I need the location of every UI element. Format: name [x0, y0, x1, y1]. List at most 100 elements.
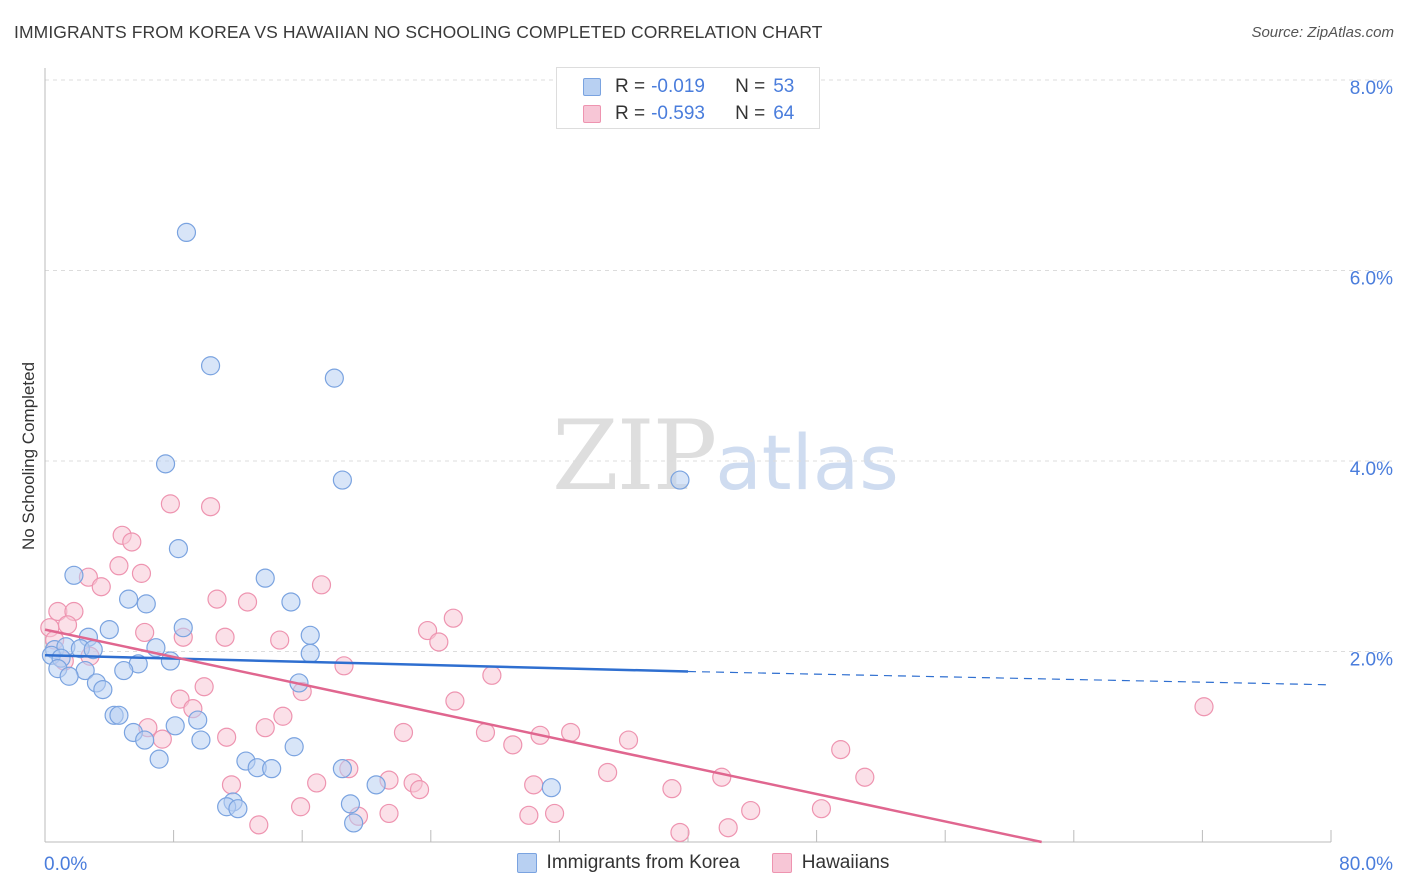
data-point-korea: [541, 778, 561, 798]
data-point-hawaiians: [544, 803, 565, 824]
y-tick-label: 2.0%: [1350, 650, 1393, 671]
data-point-korea: [340, 794, 361, 814]
data-point-korea: [300, 643, 320, 664]
data-point-hawaiians: [475, 722, 496, 743]
legend-r-value: -0.019: [651, 76, 705, 97]
axes: [44, 68, 1332, 843]
y-axis-title: No Schooling Completed: [19, 362, 38, 550]
data-point-hawaiians: [307, 773, 327, 793]
data-point-hawaiians: [831, 740, 851, 760]
data-point-hawaiians: [409, 780, 430, 800]
legend-r-value: -0.593: [651, 103, 705, 124]
data-point-korea: [255, 568, 275, 588]
data-point-korea: [281, 592, 301, 612]
data-point-hawaiians: [273, 706, 293, 726]
data-point-hawaiians: [662, 779, 682, 799]
data-point-korea: [118, 589, 139, 609]
data-point-hawaiians: [249, 815, 269, 835]
y-tick-label: 6.0%: [1350, 269, 1393, 290]
data-point-korea: [200, 356, 221, 376]
data-point-korea: [344, 813, 364, 833]
y-tick-label: 8.0%: [1350, 78, 1393, 99]
data-point-korea: [165, 716, 185, 736]
data-point-hawaiians: [334, 656, 354, 676]
data-point-hawaiians: [855, 767, 875, 787]
legend-n-value: 64: [773, 103, 795, 124]
data-point-hawaiians: [270, 630, 290, 650]
series-korea: [41, 222, 690, 833]
data-point-hawaiians: [91, 577, 111, 597]
series-legend: Immigrants from Korea Hawaiians: [0, 852, 1406, 874]
data-point-hawaiians: [57, 615, 78, 635]
data-point-korea: [670, 470, 690, 490]
data-point-korea: [135, 730, 155, 750]
legend-swatch-korea: [516, 853, 537, 873]
data-point-korea: [191, 730, 211, 750]
legend-n-label: N =: [735, 103, 766, 124]
x-tick-label: 80.0%: [1339, 854, 1393, 875]
data-point-hawaiians: [109, 556, 129, 576]
data-point-korea: [262, 759, 282, 779]
x-tick-label: 0.0%: [44, 854, 87, 875]
data-point-korea: [332, 759, 352, 779]
trend-line-korea: [44, 654, 689, 673]
data-point-hawaiians: [290, 797, 311, 817]
data-point-korea: [109, 705, 129, 725]
trend-line-hawaiians: [44, 628, 1042, 844]
data-point-hawaiians: [122, 532, 142, 552]
watermark-zip: ZIP: [552, 400, 717, 512]
data-point-hawaiians: [417, 620, 438, 641]
data-point-hawaiians: [741, 800, 761, 821]
data-point-hawaiians: [393, 722, 414, 743]
legend-swatch-hawaiians: [583, 105, 601, 123]
data-point-korea: [155, 454, 176, 474]
legend-item-hawaiians[interactable]: Hawaiians: [771, 852, 890, 874]
data-point-hawaiians: [170, 689, 190, 709]
data-point-korea: [149, 749, 169, 769]
data-point-korea: [168, 539, 189, 559]
data-point-hawaiians: [237, 592, 258, 612]
data-point-hawaiians: [445, 691, 465, 711]
legend-n-label: N =: [735, 76, 766, 97]
y-tick-label: 4.0%: [1350, 459, 1393, 480]
data-point-hawaiians: [217, 727, 237, 747]
correlation-legend: R = -0.019 N = 53 R = -0.593 N = 64: [556, 67, 820, 129]
legend-r-label: R =: [615, 103, 646, 124]
grid-lines: [45, 79, 1392, 652]
data-point-korea: [300, 625, 320, 645]
data-point-hawaiians: [152, 729, 172, 749]
data-point-hawaiians: [194, 677, 214, 697]
data-point-korea: [176, 222, 197, 242]
trend-line-korea-extrapolated: [687, 670, 1332, 686]
data-point-hawaiians: [135, 622, 155, 643]
data-point-korea: [99, 619, 119, 640]
legend-swatch-hawaiians: [771, 853, 792, 873]
data-point-hawaiians: [503, 735, 523, 755]
data-point-hawaiians: [221, 775, 242, 795]
data-point-hawaiians: [519, 805, 539, 825]
watermark-atlas: atlas: [715, 418, 899, 507]
legend-row-korea: R = -0.019 N = 53: [583, 76, 794, 98]
legend-r-label: R =: [615, 76, 646, 97]
legend-label-korea: Immigrants from Korea: [546, 852, 740, 873]
watermark: ZIPatlas: [552, 400, 899, 512]
data-point-korea: [114, 660, 134, 681]
data-point-korea: [173, 618, 193, 638]
data-point-hawaiians: [200, 497, 221, 517]
data-point-hawaiians: [429, 632, 449, 652]
data-point-korea: [332, 470, 352, 490]
data-point-hawaiians: [311, 575, 332, 595]
legend-row-hawaiians: R = -0.593 N = 64: [583, 103, 794, 125]
chart-title: IMMIGRANTS FROM KOREA VS HAWAIIAN NO SCH…: [14, 22, 823, 42]
series-hawaiians: [40, 494, 1214, 843]
data-point-korea: [64, 565, 84, 585]
data-point-hawaiians: [524, 775, 544, 795]
legend-n-value: 53: [773, 76, 795, 97]
data-point-korea: [59, 666, 79, 686]
data-point-hawaiians: [670, 822, 690, 843]
data-point-hawaiians: [131, 563, 152, 583]
legend-label-hawaiians: Hawaiians: [801, 852, 890, 873]
legend-swatch-korea: [583, 78, 601, 96]
legend-item-korea[interactable]: Immigrants from Korea: [516, 852, 740, 874]
